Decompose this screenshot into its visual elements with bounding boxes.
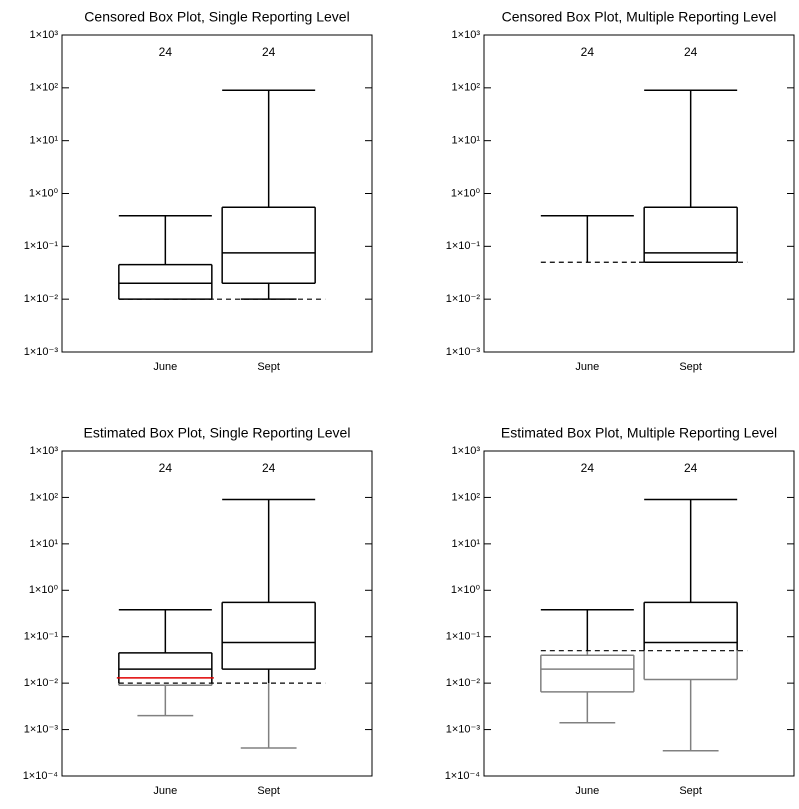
chart-title: Estimated Box Plot, Multiple Reporting L… (501, 425, 777, 441)
y-tick-label: 1×10¹ (452, 538, 481, 550)
x-tick-label: Sept (679, 361, 702, 373)
y-tick-label: 1×10⁻¹ (24, 631, 59, 643)
y-tick-label: 1×10⁰ (451, 584, 481, 596)
count-label: 24 (684, 461, 698, 475)
y-tick-label: 1×10⁻¹ (446, 631, 481, 643)
y-tick-label: 1×10⁻² (446, 677, 481, 689)
y-tick-label: 1×10⁻³ (446, 346, 481, 358)
count-label: 24 (159, 461, 173, 475)
y-tick-label: 1×10³ (30, 29, 59, 41)
y-tick-label: 1×10⁻³ (446, 723, 481, 735)
count-label: 24 (159, 45, 173, 59)
count-label: 24 (262, 461, 276, 475)
chart-title: Estimated Box Plot, Single Reporting Lev… (84, 425, 351, 441)
plot-frame (61, 450, 373, 777)
count-label: 24 (262, 45, 276, 59)
x-tick-label: Sept (257, 785, 280, 797)
y-tick-label: 1×10⁻³ (24, 723, 59, 735)
y-tick-label: 1×10² (452, 82, 481, 94)
y-tick-label: 1×10⁰ (29, 187, 59, 199)
y-tick-label: 1×10⁻¹ (446, 240, 481, 252)
y-tick-label: 1×10⁻¹ (24, 240, 59, 252)
y-tick-label: 1×10³ (452, 29, 481, 41)
y-tick-label: 1×10¹ (30, 538, 59, 550)
x-tick-label: June (575, 785, 599, 797)
y-tick-label: 1×10⁻² (24, 677, 59, 689)
y-tick-label: 1×10² (30, 491, 59, 503)
x-tick-label: Sept (679, 785, 702, 797)
y-tick-label: 1×10⁻² (446, 293, 481, 305)
y-tick-label: 1×10⁻⁴ (23, 770, 59, 782)
plot-frame (483, 34, 795, 353)
y-tick-label: 1×10² (30, 82, 59, 94)
y-tick-label: 1×10¹ (452, 135, 481, 147)
count-label: 24 (581, 461, 595, 475)
x-tick-label: June (575, 361, 599, 373)
y-tick-label: 1×10⁻⁴ (445, 770, 481, 782)
y-tick-label: 1×10¹ (30, 135, 59, 147)
y-tick-label: 1×10⁻³ (24, 346, 59, 358)
plot-frame (483, 450, 795, 777)
chart-title: Censored Box Plot, Single Reporting Leve… (84, 9, 349, 25)
x-tick-label: June (153, 361, 177, 373)
y-tick-label: 1×10³ (30, 445, 59, 457)
y-tick-label: 1×10⁻² (24, 293, 59, 305)
y-tick-label: 1×10⁰ (451, 187, 481, 199)
count-label: 24 (684, 45, 698, 59)
y-tick-label: 1×10⁰ (29, 584, 59, 596)
plot-frame (61, 34, 373, 353)
count-label: 24 (581, 45, 595, 59)
y-tick-label: 1×10² (452, 491, 481, 503)
x-tick-label: Sept (257, 361, 280, 373)
chart-title: Censored Box Plot, Multiple Reporting Le… (502, 9, 777, 25)
y-tick-label: 1×10³ (452, 445, 481, 457)
x-tick-label: June (153, 785, 177, 797)
